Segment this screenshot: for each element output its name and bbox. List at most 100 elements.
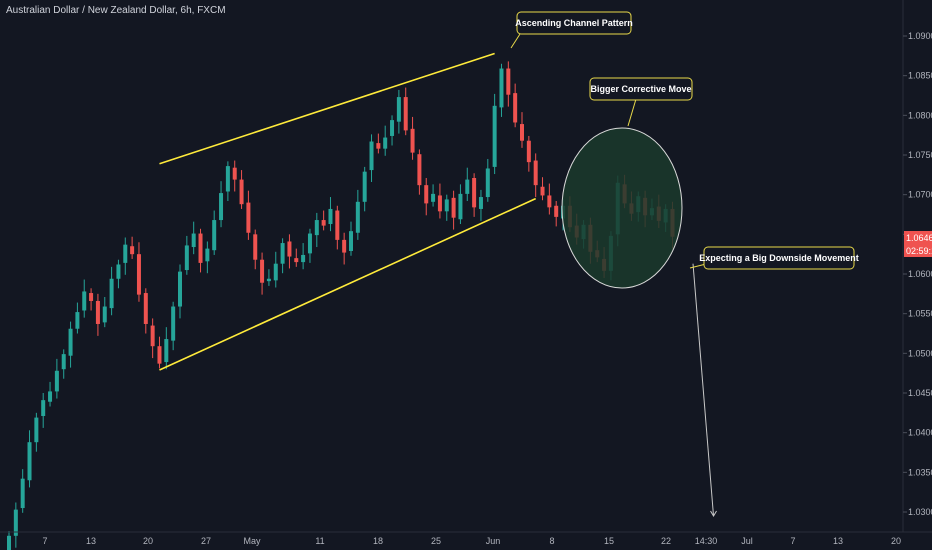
candle bbox=[212, 210, 217, 255]
candle bbox=[143, 288, 148, 334]
countdown-tag bbox=[904, 244, 932, 257]
candle bbox=[95, 293, 100, 336]
candle bbox=[136, 242, 141, 302]
candle bbox=[82, 279, 87, 318]
candle bbox=[41, 393, 46, 428]
time-tick-label: 15 bbox=[604, 536, 614, 546]
candle bbox=[157, 336, 162, 369]
candle bbox=[48, 381, 53, 407]
price-tick-label: 1.05000 bbox=[908, 348, 932, 358]
candle bbox=[396, 89, 401, 134]
callout-corrective-move[interactable]: Bigger Corrective Move bbox=[589, 77, 693, 127]
candle bbox=[369, 134, 374, 182]
candle bbox=[273, 251, 278, 288]
time-tick-label: 22 bbox=[661, 536, 671, 546]
chart-title: Australian Dollar / New Zealand Dollar, … bbox=[6, 5, 226, 16]
price-tick-label: 1.08000 bbox=[908, 110, 932, 120]
candle bbox=[68, 321, 73, 368]
candle bbox=[27, 430, 32, 488]
price-tick-label: 1.05500 bbox=[908, 309, 932, 319]
candles-layer bbox=[7, 61, 675, 550]
candle bbox=[287, 234, 292, 269]
candle bbox=[437, 183, 442, 219]
price-tick-label: 1.04500 bbox=[908, 388, 932, 398]
time-tick-label: 7 bbox=[790, 536, 795, 546]
candle bbox=[499, 63, 504, 117]
candle bbox=[116, 259, 121, 289]
price-tick-label: 1.07000 bbox=[908, 190, 932, 200]
countdown-label: 02:59:18 bbox=[906, 246, 932, 256]
candle bbox=[390, 115, 395, 146]
callout-label: Ascending Channel Pattern bbox=[515, 18, 633, 28]
candle bbox=[335, 205, 340, 250]
time-tick-label: Jun bbox=[486, 536, 501, 546]
time-tick-label: 27 bbox=[201, 536, 211, 546]
candle bbox=[376, 133, 381, 154]
candle bbox=[526, 135, 531, 172]
time-tick-label: 13 bbox=[86, 536, 96, 546]
candle bbox=[410, 116, 415, 160]
candle bbox=[492, 93, 497, 175]
candle bbox=[301, 243, 306, 270]
candle bbox=[260, 252, 265, 295]
candle bbox=[102, 297, 107, 328]
candle bbox=[472, 173, 477, 217]
candle bbox=[219, 181, 224, 228]
candle bbox=[198, 228, 203, 273]
callout-label: Expecting a Big Downside Movement bbox=[699, 253, 859, 263]
time-tick-label: 11 bbox=[315, 536, 324, 546]
candle bbox=[540, 177, 545, 201]
candle bbox=[75, 302, 80, 334]
candle bbox=[7, 531, 11, 550]
candle bbox=[13, 502, 18, 548]
time-tick-label: 20 bbox=[143, 536, 153, 546]
upper-channel-line[interactable] bbox=[159, 52, 495, 165]
candle bbox=[34, 412, 39, 452]
price-axis[interactable]: 1.03000 1.03500 1.04000 1.04500 1.05000 1.055… bbox=[902, 0, 932, 532]
candle bbox=[458, 184, 463, 225]
candle bbox=[485, 158, 490, 202]
candle bbox=[355, 189, 360, 240]
candle bbox=[547, 183, 552, 215]
downside-projection-arrow[interactable] bbox=[692, 263, 715, 517]
candle bbox=[417, 149, 422, 195]
candle bbox=[424, 178, 429, 216]
last-price-tag bbox=[904, 231, 932, 244]
candle bbox=[225, 161, 230, 202]
last-price-label: 1.06467 bbox=[906, 233, 932, 243]
callout-ascending-channel[interactable]: Ascending Channel Pattern bbox=[510, 11, 633, 49]
price-tick-label: 1.04000 bbox=[908, 428, 932, 438]
candle bbox=[171, 301, 176, 351]
callout-downside[interactable]: Expecting a Big Downside Movement bbox=[689, 246, 859, 270]
candle bbox=[130, 236, 135, 259]
candle bbox=[266, 269, 271, 286]
candle bbox=[246, 190, 251, 240]
lower-channel-line[interactable] bbox=[159, 197, 537, 371]
candle bbox=[307, 228, 312, 263]
candle bbox=[232, 160, 237, 192]
price-tick-label: 1.08500 bbox=[908, 71, 932, 81]
candle bbox=[294, 248, 299, 267]
time-tick-label: 13 bbox=[833, 536, 843, 546]
time-tick-label: 18 bbox=[373, 536, 383, 546]
candle bbox=[191, 221, 196, 255]
time-axis[interactable]: 7 13 20 27 May 11 18 25 Jun 8 15 22 14:30 Jul 7 13 20 bbox=[0, 531, 932, 546]
candle bbox=[123, 237, 128, 275]
time-tick-label: 20 bbox=[891, 536, 901, 546]
candle bbox=[328, 197, 333, 232]
time-tick-label: 7 bbox=[42, 536, 47, 546]
callout-label: Bigger Corrective Move bbox=[590, 84, 691, 94]
price-tick-label: 1.07500 bbox=[908, 150, 932, 160]
candle bbox=[280, 238, 285, 274]
candle bbox=[554, 201, 559, 227]
candle bbox=[478, 189, 483, 221]
arrowhead-icon bbox=[710, 510, 717, 517]
candle bbox=[89, 288, 94, 311]
candle bbox=[533, 153, 538, 198]
candle bbox=[506, 61, 511, 107]
corrective-move-circle bbox=[561, 127, 683, 289]
time-tick-label: May bbox=[243, 536, 261, 546]
candle bbox=[61, 349, 66, 379]
price-tick-label: 1.06000 bbox=[908, 269, 932, 279]
